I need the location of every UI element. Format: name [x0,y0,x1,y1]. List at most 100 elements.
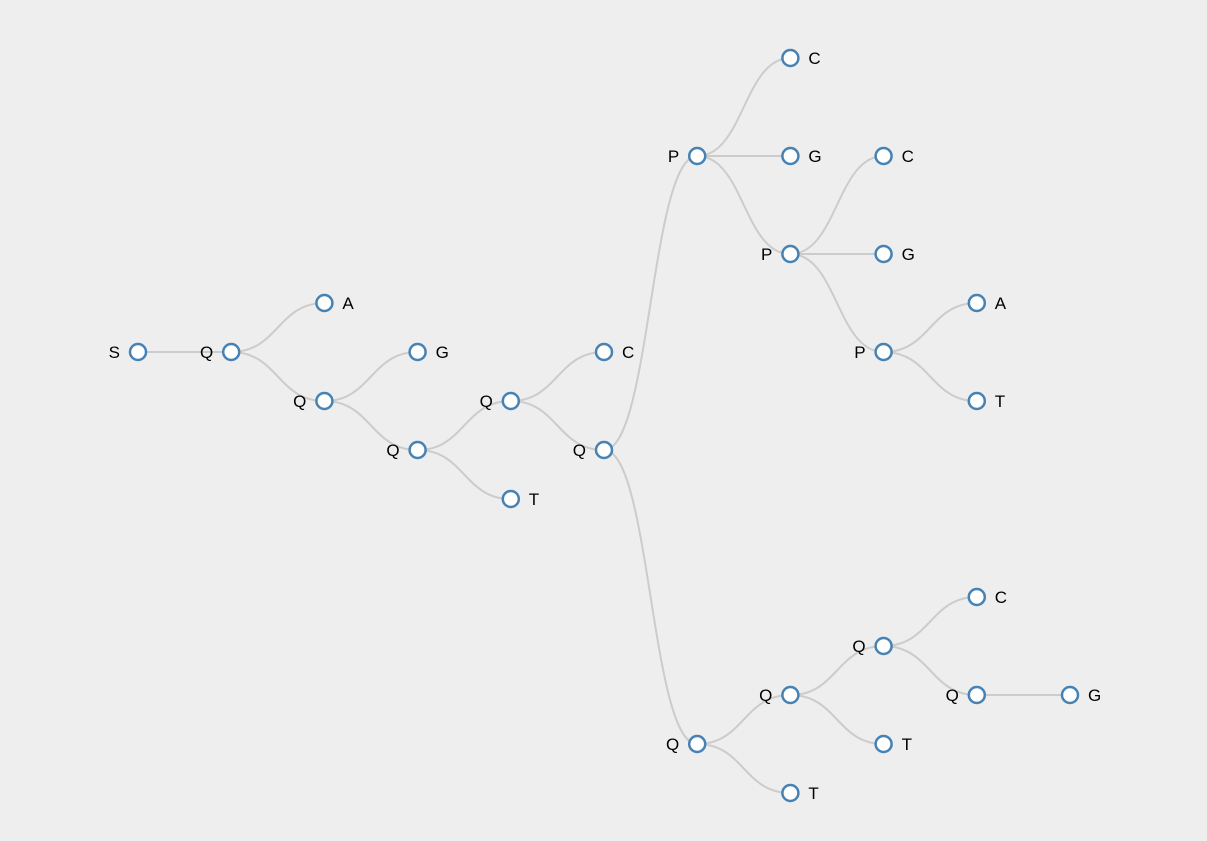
node-circle[interactable] [315,293,334,313]
node-circle[interactable] [781,48,800,68]
tree-node[interactable]: T [874,734,912,754]
tree-node[interactable]: P [854,342,893,362]
node-label: T [902,735,912,754]
nodes-layer: S Q A Q G Q Q C Q P C G P C G P A T Q Q Q C Q G T T T [109,48,1101,803]
node-circle[interactable] [781,685,800,705]
node-circle[interactable] [687,146,707,166]
tree-node[interactable]: A [315,293,354,313]
tree-link [324,351,418,402]
node-circle[interactable] [315,391,334,411]
node-circle[interactable] [781,244,800,264]
tree-node[interactable]: Q [480,391,521,411]
tree-node[interactable]: Q [852,636,893,656]
tree-link [603,449,698,745]
node-circle[interactable] [967,587,987,607]
tree-link [510,400,605,451]
node-circle[interactable] [967,293,987,313]
node-label: G [436,343,449,362]
node-label: Q [200,343,213,362]
tree-link [417,449,511,500]
tree-link [324,400,418,451]
node-circle[interactable] [874,244,893,264]
node-label: G [808,147,821,166]
tree-link [883,351,977,402]
node-label: Q [759,686,772,705]
node-circle[interactable] [874,636,893,656]
node-label: S [109,343,120,362]
tree-node[interactable]: C [781,48,821,68]
node-label: Q [666,735,679,754]
tree-link [790,694,884,745]
node-label: P [668,147,679,166]
node-circle[interactable] [781,783,800,803]
node-circle[interactable] [501,391,521,411]
node-circle[interactable] [594,342,614,362]
node-circle[interactable] [874,342,893,362]
tree-node[interactable]: Q [946,685,987,705]
node-circle[interactable] [781,146,800,166]
node-circle[interactable] [967,685,987,705]
node-circle[interactable] [687,734,707,754]
tree-node[interactable]: A [967,293,1007,313]
tree-link [790,645,884,696]
tree-link [603,155,698,451]
tree-link [231,351,325,402]
tree-link [697,155,791,255]
node-label: G [1088,686,1101,705]
tree-node[interactable]: Q [293,391,334,411]
node-circle[interactable] [874,146,893,166]
node-label: P [854,343,865,362]
tree-node[interactable]: T [781,783,819,803]
tree-link [697,57,791,157]
tree-node[interactable]: P [761,244,800,264]
tree-node[interactable]: C [594,342,634,362]
node-label: C [995,588,1007,607]
tree-node[interactable]: Q [386,440,427,460]
tree-node[interactable]: Q [573,440,614,460]
tree-node[interactable]: P [668,146,707,166]
tree-link [790,253,884,353]
node-label: A [342,294,354,313]
node-label: C [808,49,820,68]
tree-node[interactable]: S [109,342,148,362]
tree-node[interactable]: Q [200,342,241,362]
node-circle[interactable] [594,440,614,460]
node-circle[interactable] [408,440,427,460]
tree-node[interactable]: G [408,342,449,362]
node-label: A [995,294,1007,313]
tree-node[interactable]: G [781,146,822,166]
tree-node[interactable]: T [501,489,539,509]
node-label: Q [946,686,959,705]
node-label: Q [573,441,586,460]
node-circle[interactable] [874,734,893,754]
tree-node[interactable]: C [967,587,1007,607]
node-circle[interactable] [1060,685,1080,705]
tree-link [883,302,977,353]
node-label: Q [293,392,306,411]
node-circle[interactable] [128,342,148,362]
tree-link [790,155,884,255]
tree-node[interactable]: G [874,244,915,264]
links-layer [137,57,1070,794]
node-circle[interactable] [408,342,427,362]
node-circle[interactable] [967,391,987,411]
tree-node[interactable]: T [967,391,1005,411]
tree-link [510,351,605,402]
node-label: G [902,245,915,264]
node-label: Q [386,441,399,460]
tree-node[interactable]: Q [666,734,707,754]
tree-link [231,302,325,353]
node-label: T [808,784,818,803]
tree-link [883,645,977,696]
tree-link [417,400,511,451]
node-circle[interactable] [501,489,521,509]
tree-node[interactable]: C [874,146,914,166]
node-circle[interactable] [221,342,241,362]
tree-node[interactable]: Q [759,685,800,705]
tree-link [883,596,977,647]
node-label: Q [852,637,865,656]
tree-node[interactable]: G [1060,685,1101,705]
node-label: C [622,343,634,362]
node-label: C [902,147,914,166]
